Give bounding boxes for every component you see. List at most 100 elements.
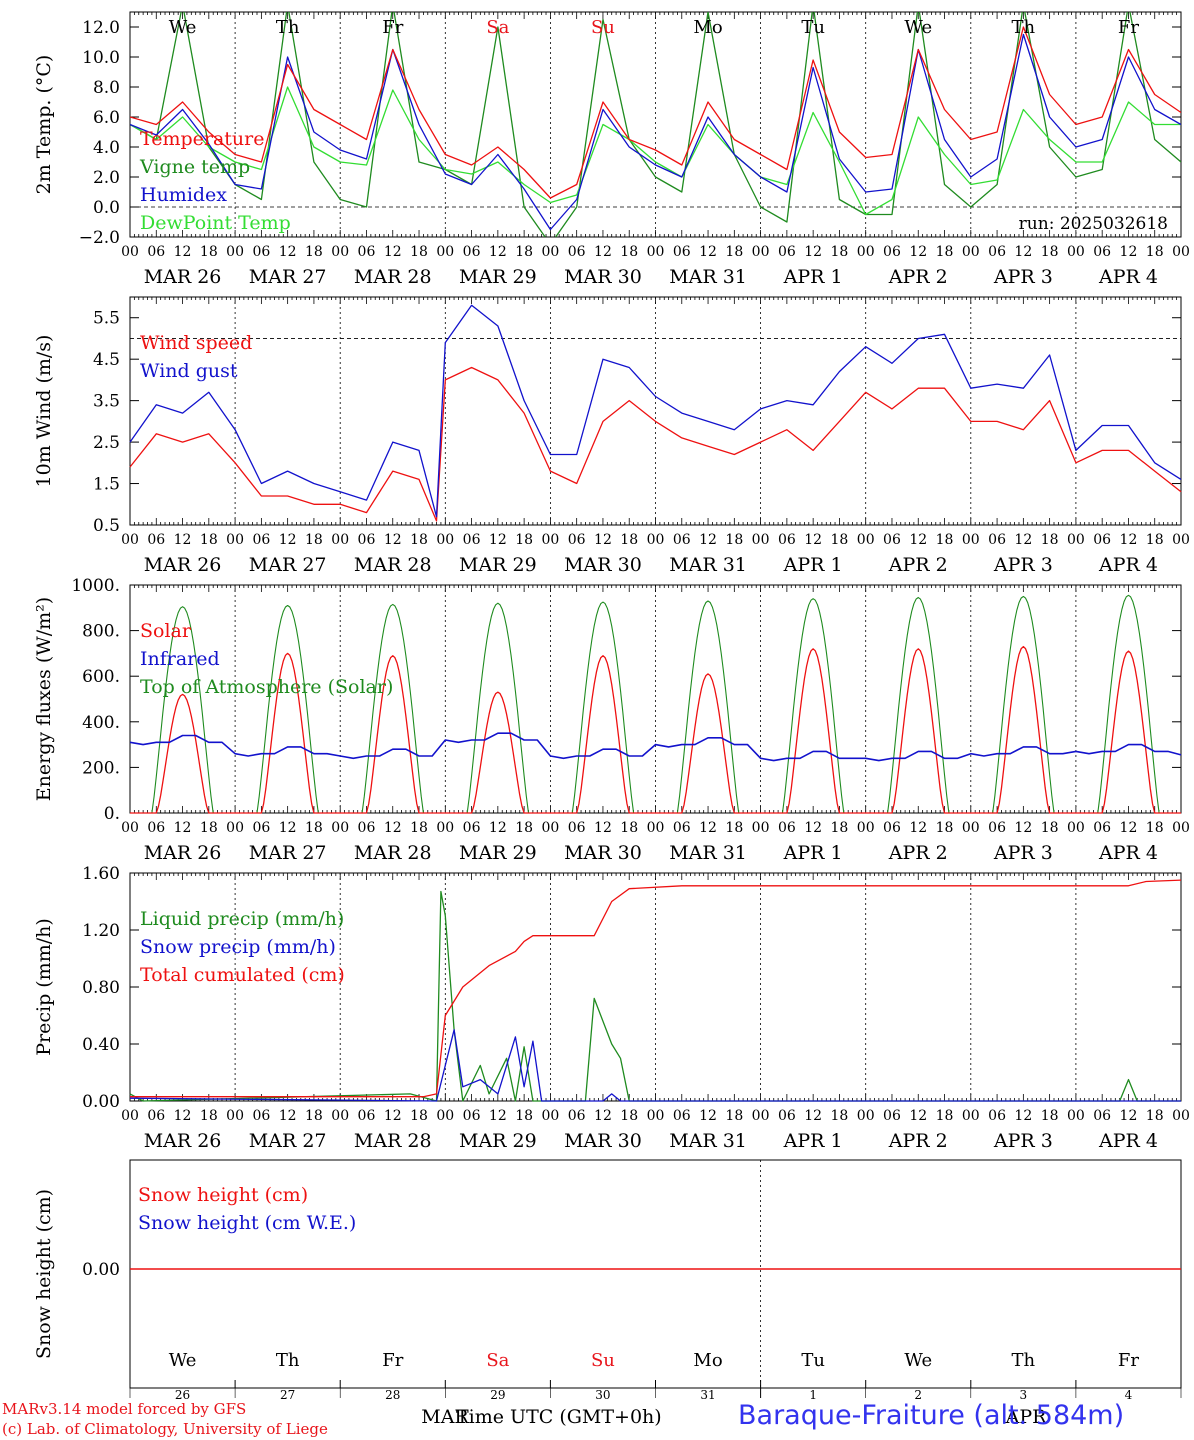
weekday-label: Th <box>276 17 300 38</box>
hour-tick-label: 12 <box>909 820 927 836</box>
series-infrared <box>129 732 1182 762</box>
hour-tick-label: 18 <box>831 244 849 260</box>
month-label-apr: APR <box>1005 1406 1048 1428</box>
hour-tick-label: 06 <box>673 532 691 548</box>
hour-tick-label: 18 <box>305 532 323 548</box>
hour-tick-label: 00 <box>857 244 875 260</box>
hour-tick-label: 18 <box>936 820 954 836</box>
hour-tick-label: 18 <box>936 244 954 260</box>
hour-tick-label: 12 <box>174 532 192 548</box>
hour-tick-label: 06 <box>568 820 586 836</box>
weekday-label: Fr <box>382 17 403 38</box>
legend-entry: DewPoint Temp <box>140 212 291 234</box>
hour-tick-label: 12 <box>1120 244 1138 260</box>
hour-tick-label: 18 <box>831 532 849 548</box>
hour-tick-label: 18 <box>1041 532 1059 548</box>
hour-tick-label: 00 <box>541 1108 559 1124</box>
y-tick-label: 1000. <box>71 576 120 596</box>
series-snow-precip <box>129 1029 1181 1102</box>
day-number: 4 <box>1125 1388 1133 1402</box>
hour-tick-label: 12 <box>804 244 822 260</box>
hour-tick-label: 12 <box>489 244 507 260</box>
hour-tick-label: 06 <box>778 820 796 836</box>
hour-tick-label: 18 <box>1041 244 1059 260</box>
hour-tick-label: 12 <box>594 532 612 548</box>
model-credit: MARv3.14 model forced by GFS <box>2 1400 247 1418</box>
y-tick-label: 600. <box>82 667 120 687</box>
hour-tick-label: 06 <box>778 244 796 260</box>
hour-tick-label: 06 <box>463 820 481 836</box>
hour-tick-label: 00 <box>647 1108 665 1124</box>
day-number: 26 <box>175 1388 190 1402</box>
hour-tick-label: 12 <box>1014 244 1032 260</box>
legend-entry: Wind gust <box>140 360 238 382</box>
day-label: APR 4 <box>1098 842 1158 864</box>
run-label: run: 2025032618 <box>1019 214 1168 234</box>
legend-entry: Top of Atmosphere (Solar) <box>140 676 393 698</box>
y-tick-label: 8.0 <box>93 78 120 98</box>
hour-tick-label: 18 <box>1041 820 1059 836</box>
hour-tick-label: 18 <box>515 532 533 548</box>
y-tick-label: 4.0 <box>93 138 120 158</box>
weekday-label: Th <box>1012 1350 1036 1371</box>
hour-tick-label: 06 <box>463 1108 481 1124</box>
series-vigne-temp <box>130 12 1181 237</box>
hour-tick-label: 06 <box>883 820 901 836</box>
hour-tick-label: 06 <box>568 244 586 260</box>
legend-entry: Snow precip (mm/h) <box>140 936 336 958</box>
day-number: 2 <box>914 1388 922 1402</box>
hour-tick-label: 00 <box>541 820 559 836</box>
hour-tick-label: 00 <box>752 820 770 836</box>
weekday-label: Th <box>276 1350 300 1371</box>
day-number: 28 <box>385 1388 400 1402</box>
y-tick-label: −2.0 <box>79 228 120 248</box>
hour-tick-label: 18 <box>1146 1108 1164 1124</box>
hour-tick-label: 00 <box>647 244 665 260</box>
hour-tick-label: 06 <box>463 532 481 548</box>
legend-entry: Wind speed <box>140 332 252 354</box>
day-label: APR 1 <box>783 842 843 864</box>
day-label: APR 3 <box>993 266 1053 288</box>
day-label: MAR 27 <box>249 1130 327 1152</box>
hour-tick-label: 12 <box>489 1108 507 1124</box>
hour-tick-label: 12 <box>1120 532 1138 548</box>
day-label: MAR 27 <box>249 266 327 288</box>
hour-tick-label: 06 <box>252 244 270 260</box>
day-label: APR 2 <box>888 842 948 864</box>
hour-tick-label: 06 <box>883 1108 901 1124</box>
hour-tick-label: 00 <box>121 820 139 836</box>
hour-tick-label: 12 <box>279 532 297 548</box>
panel-3: 00 06 12 18 00 06 12 18 00 06 12 18 00 06 12 18 00 06 12 18… <box>33 576 1190 864</box>
hour-tick-label: 18 <box>725 820 743 836</box>
hour-tick-label: 06 <box>673 1108 691 1124</box>
hour-tick-label: 12 <box>1120 820 1138 836</box>
hour-tick-label: 00 <box>331 820 349 836</box>
hour-tick-label: 12 <box>489 532 507 548</box>
hour-tick-label: 18 <box>1146 244 1164 260</box>
hour-tick-label: 00 <box>752 1108 770 1124</box>
y-tick-label: 1.20 <box>82 921 120 941</box>
day-number: 27 <box>280 1388 295 1402</box>
hour-tick-label: 06 <box>252 532 270 548</box>
hour-tick-label: 12 <box>699 532 717 548</box>
hour-tick-label: 18 <box>1146 820 1164 836</box>
y-tick-label: 6.0 <box>93 108 120 128</box>
series-wind-speed <box>129 366 1182 522</box>
hour-tick-label: 06 <box>778 1108 796 1124</box>
y-tick-label: 0.0 <box>93 198 120 218</box>
hour-tick-label: 06 <box>1093 532 1111 548</box>
hour-tick-label: 18 <box>831 1108 849 1124</box>
day-label: APR 3 <box>993 842 1053 864</box>
hour-tick-label: 12 <box>699 820 717 836</box>
hour-tick-label: 18 <box>1146 532 1164 548</box>
y-tick-label: 0.40 <box>82 1035 120 1055</box>
hour-tick-label: 12 <box>804 1108 822 1124</box>
hour-tick-label: 06 <box>673 244 691 260</box>
hour-tick-label: 06 <box>252 820 270 836</box>
hour-tick-label: 18 <box>620 1108 638 1124</box>
legend-entry: Temperature <box>140 128 264 150</box>
hour-tick-label: 18 <box>831 820 849 836</box>
y-tick-label: 0.80 <box>82 978 120 998</box>
y-axis-label: 2m Temp. (°C) <box>33 55 55 195</box>
hour-tick-label: 00 <box>541 244 559 260</box>
